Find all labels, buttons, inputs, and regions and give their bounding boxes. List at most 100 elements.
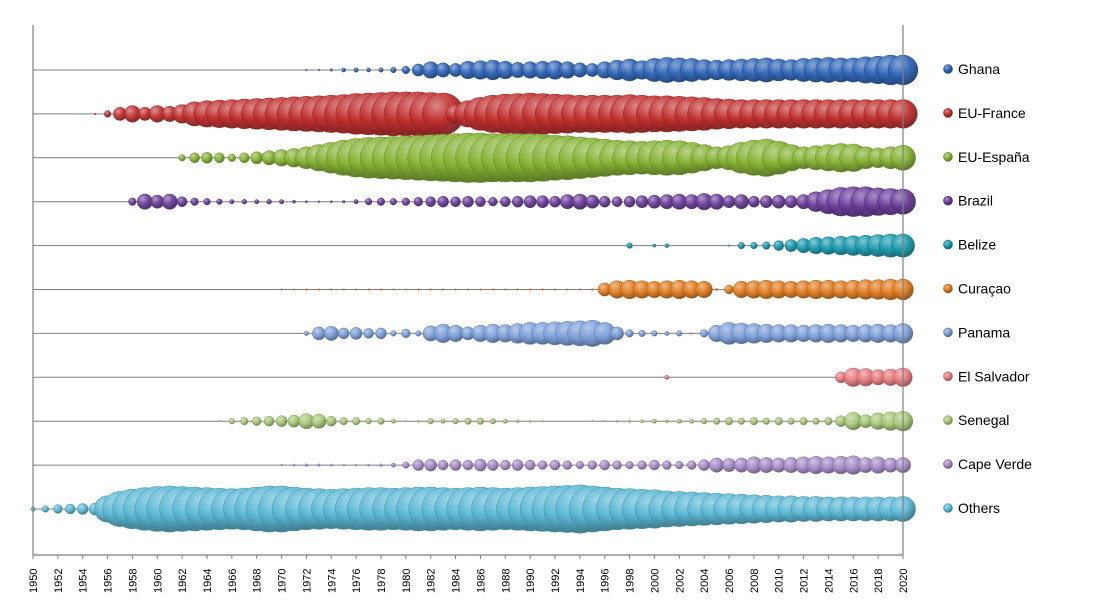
- bubble-cura-ao-1985: [466, 288, 470, 291]
- bubble-brazil-1997: [611, 196, 623, 207]
- bubble-brazil-1971: [292, 199, 296, 204]
- bubble-panama-1973: [312, 326, 326, 341]
- bubble-cape-verde-1994: [575, 461, 584, 470]
- bubble-brazil-2007: [733, 194, 749, 210]
- legend-label-ghana: Ghana: [958, 61, 1000, 77]
- bubble-brazil-1995: [585, 194, 600, 209]
- bubble-cape-verde-1995: [587, 460, 597, 470]
- bubble-brazil-1968: [254, 199, 260, 205]
- x-tick-label-1984: 1984: [451, 569, 463, 593]
- bubble-senegal-1996: [603, 420, 606, 423]
- bubble-cape-verde-1978: [379, 463, 383, 467]
- bubble-senegal-1979: [390, 418, 396, 424]
- bubble-brazil-1986: [475, 196, 486, 207]
- legend-label-panama: Panama: [958, 324, 1010, 340]
- bubble-cura-ao-1990: [529, 288, 532, 291]
- x-tick-label-2020: 2020: [898, 569, 910, 593]
- bubble-cape-verde-2003: [687, 460, 697, 470]
- bubble-brazil-1982: [425, 196, 436, 207]
- bubble-cura-ao-1983: [442, 288, 445, 291]
- bubble-cape-verde-1987: [487, 459, 499, 471]
- x-tick-label-2016: 2016: [848, 569, 860, 593]
- bubble-cape-verde-1976: [354, 463, 358, 467]
- bubble-cura-ao-2005: [715, 288, 718, 291]
- bubble-brazil-2008: [748, 195, 760, 208]
- bubble-cura-ao-1978: [379, 288, 383, 291]
- bubble-ghana-1973: [317, 68, 321, 72]
- bubble-cape-verde-1983: [437, 459, 449, 471]
- bubble-senegal-2008: [749, 417, 758, 426]
- bubble-senegal-1971: [287, 414, 301, 428]
- bubble-belize-1998: [626, 242, 633, 249]
- bubble-brazil-1967: [241, 199, 247, 205]
- x-tick-label-2018: 2018: [873, 569, 885, 593]
- x-tick-label-1994: 1994: [575, 569, 587, 593]
- bubble-senegal-2007: [737, 417, 745, 425]
- bubble-brazil-1979: [389, 198, 397, 206]
- bubble-senegal-1988: [502, 418, 508, 424]
- bubble-cura-ao-2006: [724, 284, 734, 295]
- legend-item-others: Others: [943, 500, 1000, 516]
- x-tick-label-1982: 1982: [426, 569, 438, 593]
- bubble-eu-espa-a-1964: [201, 152, 213, 164]
- bubble-brazil-2005: [708, 193, 725, 210]
- bubble-cape-verde-1990: [524, 459, 536, 471]
- x-tick-label-2000: 2000: [649, 569, 661, 593]
- bubble-brazil-1964: [203, 198, 211, 206]
- bubble-senegal-1969: [263, 415, 275, 427]
- bubble-ghana-1972: [305, 68, 308, 72]
- legend-marker-el-salvador: [943, 371, 953, 382]
- bubble-el-salvador-2001: [664, 374, 670, 380]
- legend-marker-senegal: [943, 415, 953, 426]
- bubble-brazil-1984: [450, 196, 461, 207]
- bubble-panama-1975: [337, 327, 350, 340]
- bubble-panama-1997: [610, 326, 624, 341]
- bubble-ghana-1979: [390, 66, 397, 74]
- bubble-panama-1976: [349, 327, 363, 340]
- bubble-senegal-2014: [824, 417, 833, 426]
- bubble-belize-2000: [652, 243, 657, 248]
- bubble-cura-ao-1972: [305, 288, 308, 291]
- bubble-cape-verde-1985: [462, 459, 474, 471]
- bubble-senegal-1989: [515, 419, 520, 424]
- bubble-cape-verde-1984: [449, 459, 462, 471]
- series-belize: [626, 233, 915, 258]
- bubble-eu-espa-a-1968: [250, 151, 264, 165]
- bubble-belize-2001: [664, 243, 670, 248]
- axes: [32, 25, 904, 556]
- bubble-senegal-1980: [404, 420, 407, 423]
- bubble-cape-verde-1993: [562, 460, 573, 470]
- series-eu-espa-a: [178, 132, 916, 183]
- legend-label-cape-verde: Cape Verde: [958, 456, 1032, 472]
- bubble-cape-verde-1982: [424, 458, 438, 472]
- x-tick-label-1996: 1996: [600, 569, 612, 593]
- bubble-ghana-1977: [366, 67, 371, 73]
- bubble-senegal-2002: [676, 418, 682, 424]
- x-tick-label-1974: 1974: [326, 569, 338, 593]
- bubble-cura-ao-1986: [479, 288, 482, 291]
- bubble-cape-verde-1970: [280, 463, 283, 467]
- bubble-senegal-2013: [812, 417, 820, 425]
- bubble-cura-ao-1975: [342, 288, 345, 291]
- bubble-cape-verde-1977: [367, 463, 370, 467]
- bubble-senegal-2001: [665, 419, 669, 424]
- series-others: [30, 484, 916, 534]
- legend-marker-belize: [943, 239, 953, 250]
- x-tick-label-1988: 1988: [500, 569, 512, 593]
- x-tick-label-1956: 1956: [103, 569, 115, 593]
- series-senegal: [218, 411, 914, 432]
- bubble-panama-1981: [415, 330, 422, 337]
- series-eu-france: [94, 91, 918, 137]
- bubble-brazil-1970: [279, 199, 285, 205]
- bubble-panama-1972: [303, 330, 309, 336]
- x-tick-label-2006: 2006: [724, 569, 736, 593]
- legend-marker-cape-verde: [943, 459, 953, 469]
- bubble-ghana-1983: [435, 62, 451, 78]
- bubble-cape-verde-1999: [637, 460, 647, 470]
- legend: Ghana EU-France EU-España Brazil Belize Curaç…: [943, 61, 1032, 516]
- x-tick-label-1992: 1992: [550, 569, 562, 593]
- bubble-brazil-1992: [549, 195, 561, 208]
- bubble-brazil-1978: [376, 197, 386, 206]
- legend-marker-eu-espa-a: [943, 152, 953, 162]
- bubble-senegal-1966: [228, 418, 235, 425]
